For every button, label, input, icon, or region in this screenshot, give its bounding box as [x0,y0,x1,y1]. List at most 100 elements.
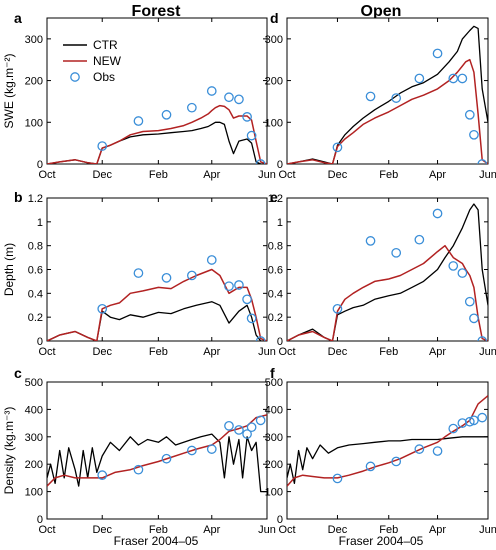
obs-point [255,336,266,341]
y-tick-label: 1.2 [28,193,43,205]
plot-frame-f [286,381,489,520]
obs-point [255,159,266,164]
obs-point [133,268,144,278]
obs-point [242,112,252,122]
y-tick-label: 0.6 [28,265,43,277]
x-tick-label: Feb [379,346,398,358]
y-tick-label: 0 [37,336,43,348]
obs-point [332,142,343,153]
obs-point [477,412,488,423]
x-tick-label: Jun [479,524,496,536]
x-tick-label: Jun [258,169,276,181]
obs-point [133,464,144,475]
x-tick-label: Feb [379,169,398,181]
x-tick-label: Oct [38,169,55,181]
obs-point [246,313,257,324]
plot-area-e [287,203,488,341]
series-line-new [47,414,267,487]
obs-point [477,159,488,164]
column-title-open: Open [361,3,402,20]
x-tick-label: Apr [203,169,220,181]
x-tick-label: Dec [328,524,348,536]
obs-point [97,303,108,314]
legend-label-new: NEW [93,54,122,68]
x-axis-label-right: Fraser 2004–05 [339,534,424,548]
y-tick-label: 500 [25,377,43,389]
x-tick-label: Dec [328,169,348,181]
plot-frame-c [46,381,268,520]
obs-point [464,416,475,427]
plot-area-a [47,86,267,164]
obs-point [432,48,443,59]
plot-frame-b [46,197,268,342]
y-tick-label: 0.4 [268,288,283,300]
y-tick-label: 100 [265,117,283,129]
obs-point [224,420,234,431]
y-tick-label: 0.2 [268,312,283,324]
y-tick-label: 200 [265,459,283,471]
obs-point [224,281,234,292]
series-line-new [47,268,267,341]
plot-frame-e [286,197,489,342]
x-tick-label: Dec [92,346,112,358]
legend-label-ctr: CTR [93,38,118,52]
x-tick-label: Apr [429,524,446,536]
x-tick-label: Oct [38,524,55,536]
y-tick-label: 1 [37,217,43,229]
obs-point [414,444,425,454]
plot-area-d [287,25,488,164]
obs-point [187,270,197,281]
y-tick-label: 300 [265,432,283,444]
obs-point [432,446,443,456]
y-tick-label: 1.2 [268,193,283,205]
y-tick-label: 0 [277,159,283,171]
obs-point [469,415,479,426]
x-tick-label: Feb [379,524,398,536]
obs-point [161,109,172,120]
obs-point [97,470,108,481]
obs-point [332,473,343,484]
obs-point [391,456,402,467]
x-axis-label-left: Fraser 2004–05 [114,534,199,548]
x-tick-label: Oct [278,169,295,181]
y-tick-label: 0.8 [268,241,283,253]
x-tick-label: Feb [149,346,168,358]
obs-point [242,429,252,439]
obs-point [234,94,244,105]
x-tick-label: Apr [429,169,446,181]
y-tick-label: 300 [25,34,43,46]
plot-frame-d [286,17,489,165]
obs-point [469,129,479,140]
y-tick-label: 0 [37,514,43,526]
obs-point [206,444,217,454]
series-line-new [287,244,488,341]
obs-point [469,313,479,324]
y-tick-label: 0.2 [28,312,43,324]
legend-marker-obs [70,72,80,82]
y-tick-label: 300 [265,34,283,46]
obs-point [448,261,459,271]
plot-area-f [287,395,488,487]
y-tick-label: 400 [25,404,43,416]
x-tick-label: Jun [479,346,496,358]
obs-point [224,92,234,103]
x-tick-label: Feb [149,169,168,181]
x-tick-label: Jun [479,169,496,181]
y-tick-label: 0.8 [28,241,43,253]
y-tick-label: 0 [277,514,283,526]
y-tick-label: 200 [25,459,43,471]
y-tick-label: 100 [25,487,43,499]
obs-point [332,303,343,314]
y-tick-label: 300 [25,432,43,444]
x-tick-label: Jun [258,524,276,536]
x-tick-label: Oct [278,346,295,358]
y-tick-label: 500 [265,377,283,389]
obs-point [187,445,197,456]
y-tick-label: 400 [265,404,283,416]
y-axis-label-a: SWE (kg.m⁻²) [2,54,16,129]
obs-point [234,425,244,435]
y-tick-label: 0 [37,159,43,171]
panel-letter-a: a [14,10,22,26]
